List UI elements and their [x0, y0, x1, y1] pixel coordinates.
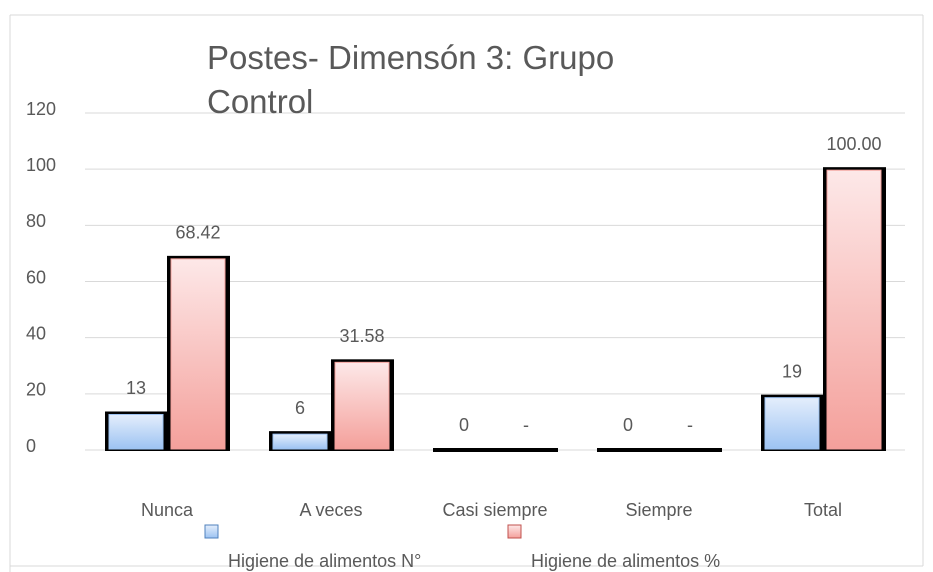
x-tick-label: Casi siempre [442, 500, 547, 520]
data-label: - [523, 415, 529, 435]
bar [170, 258, 226, 450]
y-tick-label: 100 [26, 155, 56, 175]
x-tick-label: Siempre [625, 500, 692, 520]
y-tick-label: 120 [26, 99, 56, 119]
x-tick-label: Total [804, 500, 842, 520]
bar [334, 361, 390, 450]
data-label: 31.58 [339, 326, 384, 346]
bar-shadow [433, 448, 496, 452]
chart-title: Postes- Dimensón 3: Grupo Control [207, 39, 615, 120]
legend-label: Higiene de alimentos % [531, 551, 720, 571]
data-label: 13 [126, 378, 146, 398]
data-label: 6 [295, 398, 305, 418]
bar-shadow [659, 448, 722, 452]
bar [764, 397, 820, 450]
data-label: 68.42 [175, 223, 220, 243]
bar-shadow [495, 448, 558, 452]
bar [272, 433, 328, 450]
x-tick-label: A veces [299, 500, 362, 520]
y-tick-label: 60 [26, 267, 46, 287]
y-tick-label: 40 [26, 323, 46, 343]
bar [826, 169, 882, 450]
x-tick-label: Nunca [141, 500, 194, 520]
y-tick-label: 20 [26, 380, 46, 400]
data-label: 0 [623, 415, 633, 435]
data-label: 100.00 [826, 134, 881, 154]
data-label: - [687, 415, 693, 435]
legend-swatch [204, 524, 219, 539]
y-tick-label: 0 [26, 436, 36, 456]
data-label: 0 [459, 415, 469, 435]
bar-shadow [597, 448, 660, 452]
legend-label: Higiene de alimentos N° [228, 551, 421, 571]
bar [108, 413, 164, 450]
y-tick-label: 80 [26, 211, 46, 231]
data-label: 19 [782, 361, 802, 381]
legend-swatch [507, 524, 522, 539]
